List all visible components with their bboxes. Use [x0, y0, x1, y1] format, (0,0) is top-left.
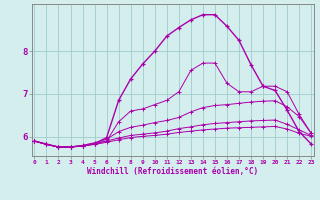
- X-axis label: Windchill (Refroidissement éolien,°C): Windchill (Refroidissement éolien,°C): [87, 167, 258, 176]
